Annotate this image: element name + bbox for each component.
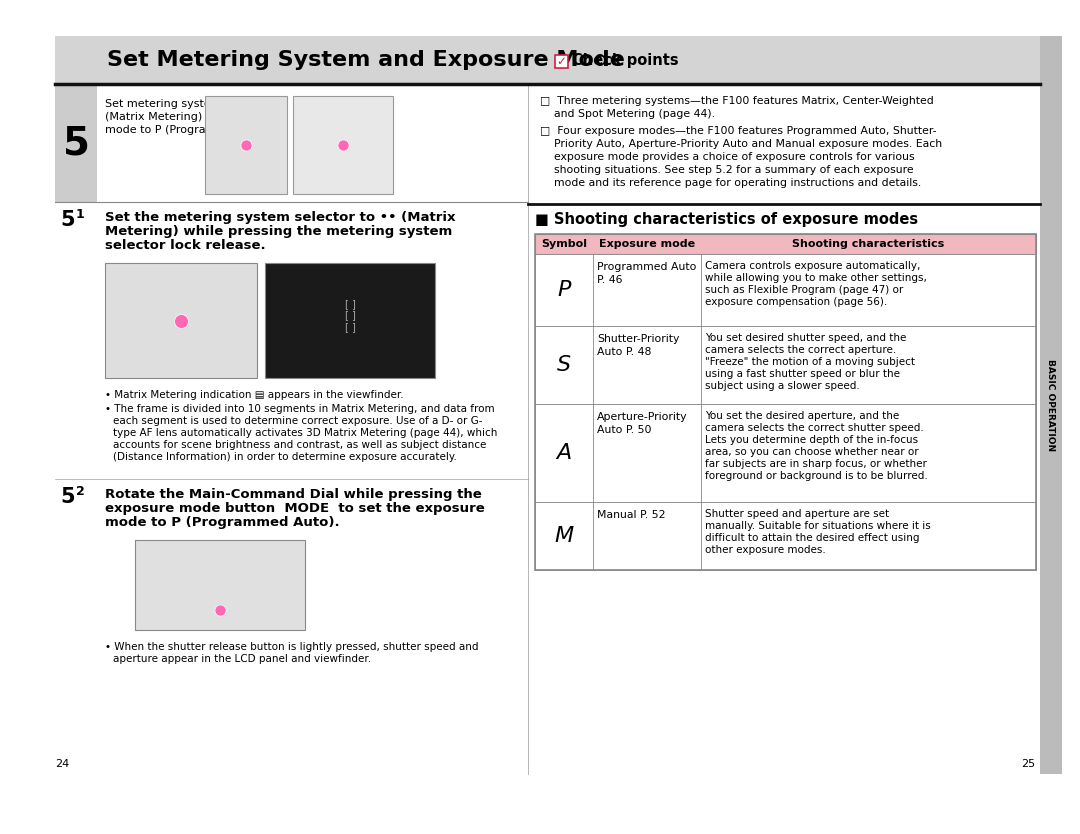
Text: camera selects the correct shutter speed.: camera selects the correct shutter speed… [705, 423, 923, 433]
Text: (Distance Information) in order to determine exposure accurately.: (Distance Information) in order to deter… [113, 452, 457, 462]
Bar [105, 263, 257, 378]
Text: Auto P. 48: Auto P. 48 [597, 347, 651, 357]
Text: mode to P (Programmed Auto).: mode to P (Programmed Auto). [105, 516, 339, 529]
Text: (Matrix Metering) and exposure: (Matrix Metering) and exposure [105, 112, 282, 122]
Text: Programmed Auto: Programmed Auto [597, 262, 697, 272]
Bar [535, 404, 1036, 502]
Text: aperture appear in the LCD panel and viewfinder.: aperture appear in the LCD panel and vie… [113, 654, 372, 664]
Text: You set the desired aperture, and the: You set the desired aperture, and the [705, 411, 900, 421]
Text: shooting situations. See step 5.2 for a summary of each exposure: shooting situations. See step 5.2 for a … [540, 165, 914, 175]
Text: exposure mode provides a choice of exposure controls for various: exposure mode provides a choice of expos… [540, 152, 915, 162]
Text: ✓: ✓ [556, 55, 566, 68]
Text: Set metering system to ••: Set metering system to •• [105, 99, 253, 109]
Text: BASIC OPERATION: BASIC OPERATION [1047, 359, 1055, 451]
Text: Exposure mode: Exposure mode [599, 239, 696, 249]
Bar [535, 502, 1036, 570]
Bar [535, 254, 1036, 326]
Text: Aperture-Priority: Aperture-Priority [597, 412, 688, 422]
Text: 25: 25 [1021, 759, 1035, 769]
Text: 2: 2 [76, 485, 84, 498]
Text: each segment is used to determine correct exposure. Use of a D- or G-: each segment is used to determine correc… [113, 416, 483, 426]
Text: 5: 5 [60, 487, 75, 507]
Text: area, so you can choose whether near or: area, so you can choose whether near or [705, 447, 919, 457]
Text: □  Three metering systems—the F100 features Matrix, Center-Weighted: □ Three metering systems—the F100 featur… [540, 96, 934, 106]
Bar [135, 540, 305, 630]
Bar [535, 326, 1036, 404]
Bar [535, 234, 1036, 254]
Text: mode to P (Programmed Auto).: mode to P (Programmed Auto). [105, 125, 279, 135]
Text: • When the shutter release button is lightly pressed, shutter speed and: • When the shutter release button is lig… [105, 642, 478, 652]
Text: exposure mode button  MODE  to set the exposure: exposure mode button MODE to set the exp… [105, 502, 485, 515]
Bar [55, 84, 97, 202]
Text: Shutter speed and aperture are set: Shutter speed and aperture are set [705, 509, 889, 519]
Text: [ ]
[ ]
[ ]: [ ] [ ] [ ] [345, 299, 355, 332]
Text: camera selects the correct aperture.: camera selects the correct aperture. [705, 345, 896, 355]
Text: Shooting characteristics: Shooting characteristics [793, 239, 945, 249]
Text: Camera controls exposure automatically,: Camera controls exposure automatically, [705, 261, 920, 271]
Text: using a fast shutter speed or blur the: using a fast shutter speed or blur the [705, 369, 900, 379]
Bar [1040, 36, 1062, 774]
Text: 5: 5 [63, 124, 90, 162]
Text: "Freeze" the motion of a moving subject: "Freeze" the motion of a moving subject [705, 357, 915, 367]
Bar [265, 263, 435, 378]
Text: such as Flexible Program (page 47) or: such as Flexible Program (page 47) or [705, 285, 903, 295]
Text: while allowing you to make other settings,: while allowing you to make other setting… [705, 273, 927, 283]
Text: Metering) while pressing the metering system: Metering) while pressing the metering sy… [105, 225, 453, 238]
Text: Manual P. 52: Manual P. 52 [597, 510, 665, 520]
Text: S: S [557, 355, 571, 375]
Text: selector lock release.: selector lock release. [105, 239, 266, 252]
Text: Rotate the Main-Command Dial while pressing the: Rotate the Main-Command Dial while press… [105, 488, 482, 501]
Text: 24: 24 [55, 759, 69, 769]
Text: P: P [557, 280, 570, 300]
Text: accounts for scene brightness and contrast, as well as subject distance: accounts for scene brightness and contra… [113, 440, 486, 450]
Text: mode and its reference page for operating instructions and details.: mode and its reference page for operatin… [540, 178, 921, 188]
Text: ■ Shooting characteristics of exposure modes: ■ Shooting characteristics of exposure m… [535, 212, 918, 227]
Text: Priority Auto, Aperture-Priority Auto and Manual exposure modes. Each: Priority Auto, Aperture-Priority Auto an… [540, 139, 942, 149]
Text: difficult to attain the desired effect using: difficult to attain the desired effect u… [705, 533, 919, 543]
Bar [293, 96, 393, 194]
Bar [205, 96, 287, 194]
Text: exposure compensation (page 56).: exposure compensation (page 56). [705, 297, 888, 307]
Text: and Spot Metering (page 44).: and Spot Metering (page 44). [540, 109, 715, 119]
Bar [555, 55, 568, 68]
Text: subject using a slower speed.: subject using a slower speed. [705, 381, 860, 391]
Text: 1: 1 [76, 208, 84, 221]
Bar [535, 234, 1036, 570]
Text: A: A [556, 443, 571, 463]
Text: Set the metering system selector to •• (Matrix: Set the metering system selector to •• (… [105, 211, 456, 224]
Text: 5: 5 [60, 210, 75, 230]
Text: Symbol: Symbol [541, 239, 588, 249]
Text: P. 46: P. 46 [597, 275, 622, 285]
Bar [55, 36, 1058, 84]
Text: foreground or background is to be blurred.: foreground or background is to be blurre… [705, 471, 928, 481]
Text: • The frame is divided into 10 segments in Matrix Metering, and data from: • The frame is divided into 10 segments … [105, 404, 495, 414]
Text: • Matrix Metering indication ▤ appears in the viewfinder.: • Matrix Metering indication ▤ appears i… [105, 390, 404, 400]
Text: You set desired shutter speed, and the: You set desired shutter speed, and the [705, 333, 906, 343]
Text: M: M [554, 526, 573, 546]
Text: Check points: Check points [572, 53, 678, 68]
Text: type AF lens automatically activates 3D Matrix Metering (page 44), which: type AF lens automatically activates 3D … [113, 428, 498, 438]
Text: manually. Suitable for situations where it is: manually. Suitable for situations where … [705, 521, 931, 531]
Text: □  Four exposure modes—the F100 features Programmed Auto, Shutter-: □ Four exposure modes—the F100 features … [540, 126, 936, 136]
Text: Set Metering System and Exposure Mode: Set Metering System and Exposure Mode [107, 50, 625, 70]
Text: Auto P. 50: Auto P. 50 [597, 425, 651, 435]
Text: Shutter-Priority: Shutter-Priority [597, 334, 679, 344]
Text: far subjects are in sharp focus, or whether: far subjects are in sharp focus, or whet… [705, 459, 927, 469]
Text: other exposure modes.: other exposure modes. [705, 545, 826, 555]
Text: Lets you determine depth of the in-focus: Lets you determine depth of the in-focus [705, 435, 918, 445]
